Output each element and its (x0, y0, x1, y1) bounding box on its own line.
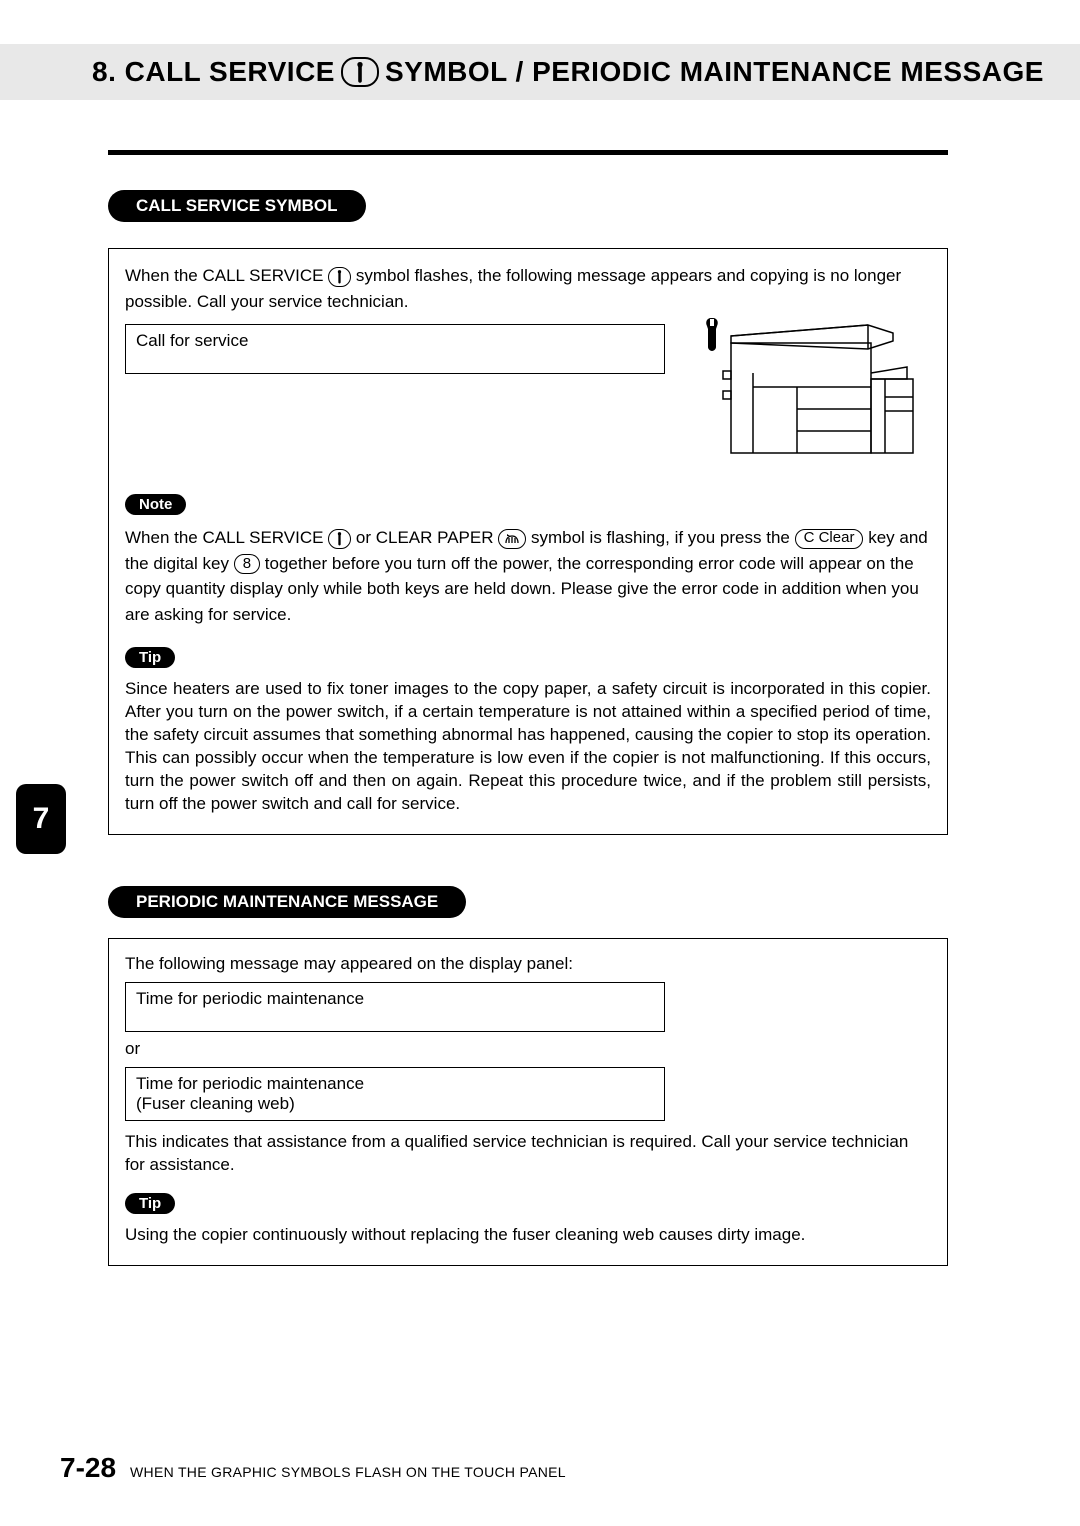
page-title: 8. CALL SERVICE SYMBOL / PERIODIC MAINTE… (92, 56, 1044, 88)
intro-text: The following message may appeared on th… (125, 953, 931, 976)
wrench-icon (328, 267, 351, 287)
section-heading: PERIODIC MAINTENANCE MESSAGE (108, 886, 466, 918)
section-call-service: CALL SERVICE SYMBOL (108, 190, 366, 222)
tip-label: Tip (125, 1193, 175, 1214)
tip-label: Tip (125, 647, 175, 668)
tip-block: Tip Since heaters are used to fix toner … (125, 647, 931, 816)
message-frame-1: Time for periodic maintenance (125, 982, 665, 1032)
intro-a: When the CALL SERVICE (125, 266, 328, 285)
note-a: When the CALL SERVICE (125, 528, 328, 547)
note-label: Note (125, 494, 186, 515)
tip-text: Using the copier continuously without re… (125, 1224, 931, 1247)
intro-text: When the CALL SERVICE symbol flashes, th… (125, 263, 931, 314)
message-text-a: Time for periodic maintenance (136, 1074, 654, 1094)
note-b: or CLEAR PAPER (356, 528, 498, 547)
call-service-box: When the CALL SERVICE symbol flashes, th… (108, 248, 948, 835)
message-frame: Call for service (125, 324, 665, 374)
title-suffix: SYMBOL / PERIODIC MAINTENANCE MESSAGE (385, 56, 1044, 88)
footer-text: WHEN THE GRAPHIC SYMBOLS FLASH ON THE TO… (130, 1464, 566, 1480)
message-frame-2: Time for periodic maintenance (Fuser cle… (125, 1067, 665, 1121)
header-band: 8. CALL SERVICE SYMBOL / PERIODIC MAINTE… (0, 44, 1080, 100)
or-text: or (125, 1038, 931, 1061)
note-text: When the CALL SERVICE or CLEAR PAPER sym… (125, 525, 931, 627)
horizontal-rule (108, 150, 948, 155)
note-c: symbol is flashing, if you press the (531, 528, 795, 547)
message-text: Time for periodic maintenance (136, 989, 364, 1008)
digit-8-key: 8 (234, 554, 260, 574)
c-clear-key: C Clear (795, 529, 864, 549)
periodic-maintenance-box: The following message may appeared on th… (108, 938, 948, 1266)
page-footer: 7-28 WHEN THE GRAPHIC SYMBOLS FLASH ON T… (60, 1452, 566, 1484)
wrench-icon (341, 57, 379, 87)
tip-block: Tip Using the copier continuously withou… (125, 1193, 931, 1247)
chapter-number: 7 (33, 802, 50, 836)
section-periodic-maintenance: PERIODIC MAINTENANCE MESSAGE (108, 886, 466, 918)
paper-jam-icon (498, 529, 526, 549)
copier-illustration (693, 313, 923, 468)
message-text-b: (Fuser cleaning web) (136, 1094, 654, 1114)
after-text: This indicates that assistance from a qu… (125, 1131, 931, 1177)
chapter-tab: 7 (16, 784, 66, 854)
wrench-icon (328, 529, 351, 549)
message-text: Call for service (136, 331, 248, 350)
note-block: Note When the CALL SERVICE or CLEAR PAPE… (125, 494, 931, 627)
tip-text: Since heaters are used to fix toner imag… (125, 678, 931, 816)
title-prefix: 8. CALL SERVICE (92, 56, 335, 88)
page-number: 7-28 (60, 1452, 116, 1484)
section-heading: CALL SERVICE SYMBOL (108, 190, 366, 222)
